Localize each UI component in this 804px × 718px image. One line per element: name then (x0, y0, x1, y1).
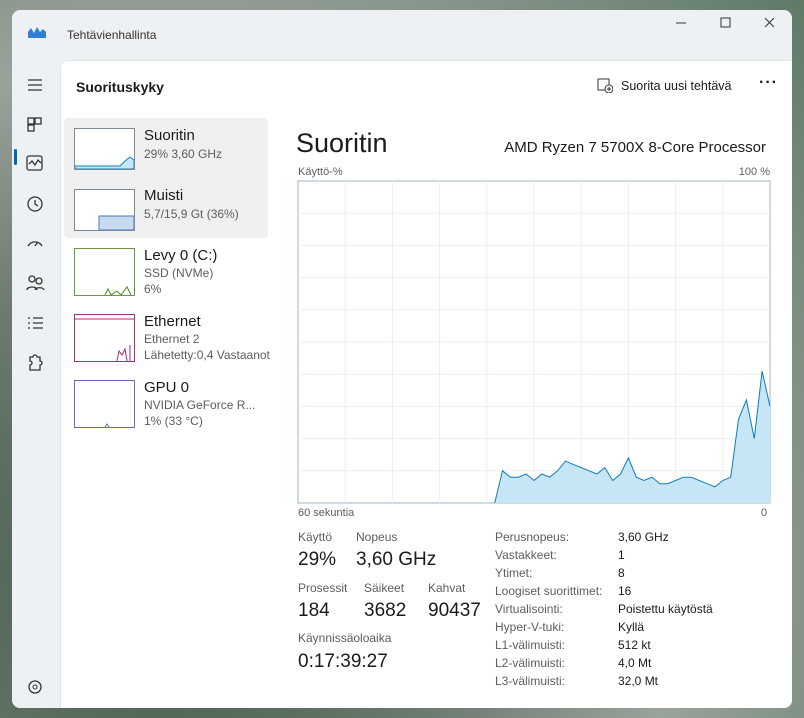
app-icon (28, 27, 46, 38)
cpu-chart: Käyttö-% 100 % 60 sekuntia 0 (297, 166, 771, 519)
processor-name: AMD Ryzen 7 5700X 8-Core Processor (504, 139, 766, 156)
item-title[interactable]: Suoritin (144, 127, 195, 144)
spec-value: 16 (618, 584, 632, 598)
stat-label: Nopeus (356, 530, 398, 544)
stat-label: Kahvat (428, 581, 466, 595)
item-line: NVIDIA GeForce R... (144, 398, 256, 412)
item-line: 5,7/15,9 Gt (36%) (144, 207, 239, 221)
cpu-line (494, 370, 771, 504)
stat-label: Käynnissäoloaika (298, 631, 392, 645)
area-fill (494, 371, 770, 503)
item-line: Ethernet 2 (144, 332, 200, 346)
spec-label: Loogiset suoritt­imet: (495, 584, 603, 598)
stat-value: 3682 (364, 600, 407, 621)
spec-value: 8 (618, 566, 625, 580)
item-title[interactable]: GPU 0 (144, 379, 190, 396)
item-title[interactable]: Levy 0 (C:) (144, 247, 218, 264)
stat-value: 90437 (428, 600, 481, 621)
item-line: SSD (NVMe) (144, 266, 214, 280)
stat-label: Prosessit (298, 581, 348, 595)
run-task-button[interactable]: Suorita uusi tehtävä (621, 79, 732, 93)
spec-label: Hyper-V-tuki: (495, 620, 565, 634)
stat-value: 184 (298, 600, 330, 621)
disk-thumbnail[interactable] (74, 248, 135, 296)
item-title[interactable]: Ethernet (144, 313, 201, 330)
cpu-thumbnail[interactable] (74, 128, 135, 170)
run-task-icon (597, 78, 613, 93)
stat-value: 29% (298, 549, 337, 570)
spec-label: Virtualisointi: (495, 602, 563, 616)
y-tick-label: 100 % (739, 166, 770, 178)
spec-label: L2-välimuisti: (495, 656, 566, 670)
x-tick-label: 60 sekuntia (298, 507, 355, 519)
item-line: 6% (144, 282, 162, 296)
item-line: Lähetetty:0,4 Vastaanot (144, 348, 270, 362)
spec-value: 512 kt (618, 638, 651, 652)
more-button[interactable]: ··· (759, 74, 778, 91)
item-title[interactable]: Muisti (144, 187, 184, 204)
spec-label: Ytimet: (495, 566, 533, 580)
spec-value: Kyllä (618, 620, 645, 634)
y-axis-label: Käyttö-% (298, 166, 343, 178)
stat-label: Säikeet (364, 581, 405, 595)
settings-icon[interactable] (26, 678, 44, 696)
stat-value: 3,60 GHz (356, 549, 437, 570)
stat-label: Käyttö (298, 530, 333, 544)
spec-value: Poistettu käytöstä (618, 602, 713, 616)
spec-label: Perusnopeus: (495, 530, 570, 544)
spec-value: 1 (618, 548, 625, 562)
item-line: 29% 3,60 GHz (144, 147, 223, 161)
x-tick-label: 0 (761, 507, 767, 519)
spec-label: L3-välimuisti: (495, 674, 566, 688)
nav-indicator (14, 149, 17, 165)
memory-thumbnail[interactable] (74, 189, 135, 231)
spec-value: 32,0 Mt (618, 674, 659, 688)
spec-label: L1-välimuisti: (495, 638, 566, 652)
item-line: 1% (33 °C) (144, 414, 203, 428)
window-controls[interactable] (670, 14, 784, 32)
gpu-thumbnail[interactable] (74, 380, 135, 428)
stat-value: 0:17:39:27 (298, 651, 388, 672)
page-title: Suorituskyky (76, 79, 164, 95)
ethernet-thumbnail[interactable] (74, 314, 135, 362)
spec-label: Vastakkeet: (495, 548, 557, 562)
spec-value: 3,60 GHz (618, 530, 669, 544)
nav-icons[interactable] (24, 74, 48, 384)
detail-title: Suoritin (296, 128, 388, 158)
window-title: Tehtävienhallinta (67, 28, 157, 42)
spec-value: 4,0 Mt (618, 656, 652, 670)
